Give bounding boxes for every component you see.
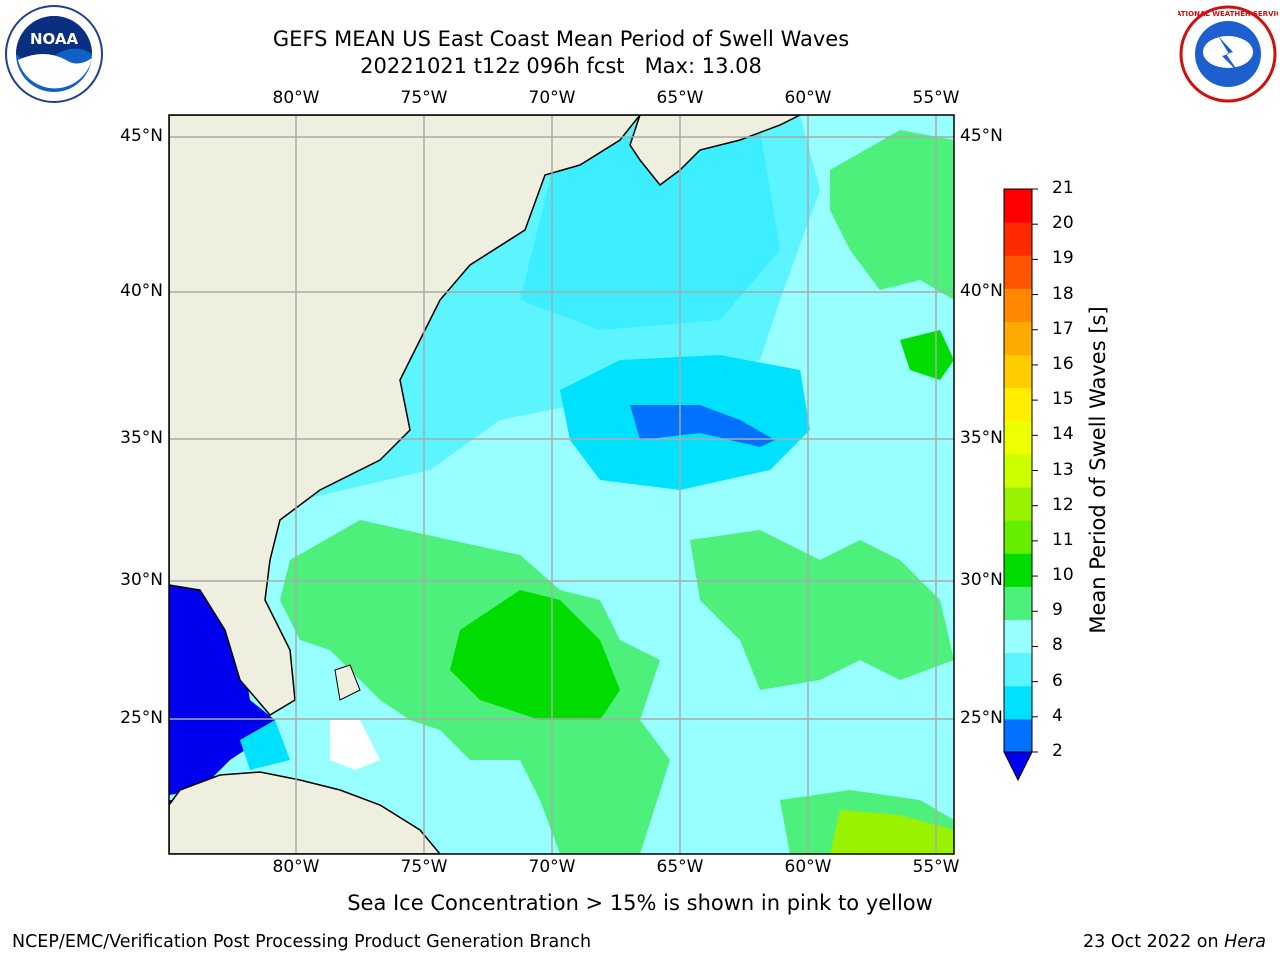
lat-tick-label: 25°N <box>120 708 163 728</box>
colorbar-segment <box>1004 222 1032 256</box>
colorbar-segment <box>1004 189 1032 223</box>
colorbar <box>1003 188 1038 782</box>
lon-tick-label: 75°W <box>400 857 448 877</box>
noaa-logo-icon: NOAA <box>5 5 103 103</box>
colorbar-tick-label: 4 <box>1052 705 1063 726</box>
lon-tick-label: 55°W <box>912 88 960 108</box>
sea-ice-note: Sea Ice Concentration > 15% is shown in … <box>0 891 1280 915</box>
nws-logo-text: NATIONAL WEATHER SERVICE <box>1178 10 1278 18</box>
colorbar-segment <box>1004 387 1032 422</box>
lon-tick-label: 70°W <box>528 857 576 877</box>
colorbar-tick-label: 13 <box>1052 459 1074 480</box>
colorbar-segment <box>1004 354 1032 389</box>
footer-date-text: 23 Oct 2022 on <box>1083 932 1225 952</box>
colorbar-tick-label: 18 <box>1052 283 1074 304</box>
colorbar-tick-label: 11 <box>1052 529 1074 550</box>
lat-tick-label: 30°N <box>120 570 163 590</box>
footer-date: 23 Oct 2022 on Hera <box>1083 932 1266 952</box>
noaa-logo-text: NOAA <box>30 30 79 48</box>
colorbar-tick-label: 16 <box>1052 353 1074 374</box>
lon-tick-label: 55°W <box>912 857 960 877</box>
lon-tick-label: 80°W <box>272 857 320 877</box>
colorbar-tick-label: 17 <box>1052 318 1074 339</box>
colorbar-segment <box>1004 652 1032 687</box>
colorbar-segment <box>1004 453 1032 488</box>
nova-scotia <box>629 115 801 187</box>
colorbar-tick-label: 9 <box>1052 600 1063 621</box>
colorbar-tick-label: 6 <box>1052 670 1063 691</box>
lat-tick-label: 30°N <box>960 570 1003 590</box>
colorbar-segment <box>1004 520 1032 554</box>
lat-tick-label: 35°N <box>960 428 1003 448</box>
lat-tick-label: 40°N <box>960 281 1003 301</box>
colorbar-tick-label: 2 <box>1052 741 1063 761</box>
lat-tick-label: 40°N <box>120 281 163 301</box>
colorbar-segment <box>1004 586 1032 621</box>
colorbar-tick-label: 20 <box>1052 213 1074 234</box>
colorbar-tick-label: 8 <box>1052 635 1063 656</box>
lat-tick-label: 45°N <box>960 126 1003 146</box>
nws-logo-icon: NATIONAL WEATHER SERVICE <box>1178 5 1278 103</box>
chart-title: GEFS MEAN US East Coast Mean Period of S… <box>272 27 850 51</box>
colorbar-tick-label: 19 <box>1052 248 1074 269</box>
colorbar-segment <box>1004 553 1032 587</box>
footer-credit: NCEP/EMC/Verification Post Processing Pr… <box>12 932 592 952</box>
lon-tick-label: 60°W <box>784 88 832 108</box>
colorbar-segment <box>1004 255 1032 289</box>
lon-tick-label: 60°W <box>784 857 832 877</box>
chart-subtitle: 20221021 t12z 096h fcst Max: 13.08 <box>360 54 762 78</box>
colorbar-segment <box>1004 487 1032 521</box>
lon-tick-label: 80°W <box>272 88 320 108</box>
map-frame <box>168 114 955 855</box>
colorbar-segment <box>1004 321 1032 356</box>
colorbar-segment <box>1004 619 1032 654</box>
colorbar-segment <box>1004 685 1032 720</box>
land <box>169 115 801 854</box>
colorbar-tick-label: 10 <box>1052 565 1074 586</box>
cuba <box>169 771 441 854</box>
footer-host: Hera <box>1224 932 1266 952</box>
colorbar-tick-label: 21 <box>1052 178 1074 198</box>
lon-tick-label: 65°W <box>656 88 704 108</box>
sea-ice-note-text: Sea Ice Concentration > 15% is shown in … <box>347 891 933 915</box>
colorbar-tick-label: 12 <box>1052 494 1074 515</box>
colorbar-segment <box>1004 420 1032 455</box>
lon-tick-label: 70°W <box>528 88 576 108</box>
gridlines <box>169 115 954 854</box>
colorbar-segment <box>1004 718 1032 753</box>
colorbar-segment <box>1004 288 1032 322</box>
lat-tick-label: 45°N <box>120 126 163 146</box>
colorbar-label: Mean Period of Swell Waves [s] <box>1086 306 1110 634</box>
lat-tick-label: 25°N <box>960 708 1003 728</box>
colorbar-tick-label: 14 <box>1052 424 1074 445</box>
lon-tick-label: 65°W <box>656 857 704 877</box>
colorbar-under-triangle <box>1003 751 1033 782</box>
lon-tick-label: 75°W <box>400 88 448 108</box>
us-east-coast <box>169 115 641 716</box>
colorbar-tick-label: 15 <box>1052 389 1074 410</box>
lat-tick-label: 35°N <box>120 428 163 448</box>
bahamas <box>334 664 361 701</box>
